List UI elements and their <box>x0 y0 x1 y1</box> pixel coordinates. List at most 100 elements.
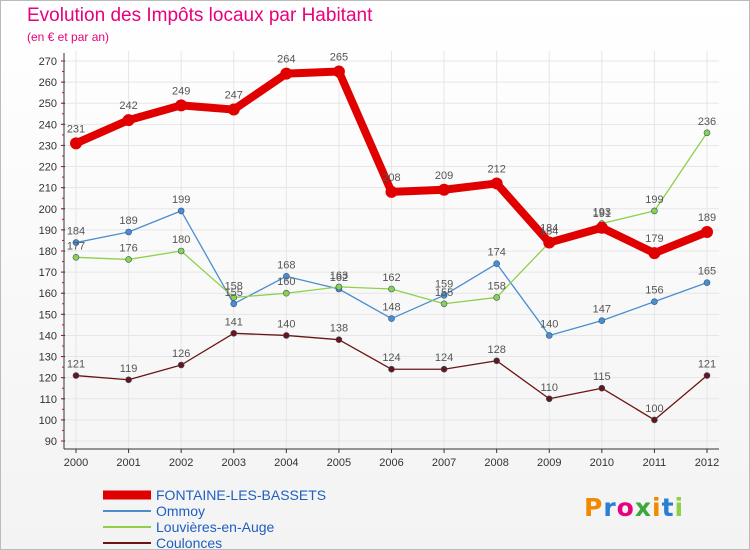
data-label: 159 <box>435 278 453 290</box>
data-point <box>440 365 448 373</box>
data-label: 141 <box>225 316 243 328</box>
series-coulonces <box>72 330 711 424</box>
y-tick-label: 210 <box>39 183 57 195</box>
logo-letter: x <box>634 493 652 522</box>
data-point <box>493 294 500 301</box>
y-tick-label: 130 <box>39 352 57 364</box>
y-tick-label: 270 <box>39 56 57 68</box>
data-point <box>438 183 451 196</box>
chart-subtitle: (en € et par an) <box>27 30 110 44</box>
data-point <box>227 103 240 116</box>
x-tick-label: 2005 <box>327 457 351 469</box>
y-tick-label: 250 <box>39 98 57 110</box>
data-label: 165 <box>698 266 716 278</box>
data-label: 265 <box>330 52 348 64</box>
data-point <box>493 357 500 365</box>
data-point <box>440 300 448 308</box>
data-point <box>703 372 711 379</box>
data-label: 184 <box>540 223 558 235</box>
data-label: 110 <box>540 382 558 394</box>
data-label: 140 <box>540 318 558 330</box>
data-point <box>648 247 661 260</box>
x-tick-label: 2000 <box>64 457 88 469</box>
data-label: 231 <box>67 123 85 135</box>
data-label: 121 <box>698 359 716 371</box>
data-label: 189 <box>119 215 137 227</box>
y-tick-label: 160 <box>39 288 57 300</box>
data-point <box>703 279 711 286</box>
logo-letter: i <box>652 493 662 522</box>
y-tick-label: 100 <box>39 415 57 427</box>
y-tick-label: 200 <box>39 204 57 216</box>
data-label: 147 <box>593 304 611 316</box>
logo-letter: t <box>661 493 675 522</box>
y-tick-label: 120 <box>39 373 57 385</box>
data-label: 155 <box>435 287 453 299</box>
data-point <box>545 332 553 339</box>
data-label: 128 <box>487 344 505 356</box>
data-point <box>177 247 185 255</box>
data-label: 236 <box>698 116 716 128</box>
logo-letter: r <box>603 493 617 522</box>
data-point <box>72 372 80 379</box>
x-tick-label: 2006 <box>379 457 403 469</box>
data-label: 121 <box>67 359 85 371</box>
data-label: 162 <box>382 272 400 284</box>
data-label: 158 <box>225 280 243 292</box>
data-label: 163 <box>330 270 348 282</box>
data-point <box>598 317 606 324</box>
chart-title: Evolution des Impôts locaux par Habitant <box>27 5 373 26</box>
data-label: 115 <box>593 371 611 383</box>
data-point <box>490 177 503 190</box>
data-point <box>651 416 658 424</box>
data-point <box>125 376 132 384</box>
x-tick-label: 2009 <box>537 457 561 469</box>
data-label: 191 <box>593 208 611 220</box>
data-point <box>175 99 188 112</box>
data-point <box>177 361 185 369</box>
data-label: 184 <box>540 226 558 238</box>
data-label: 193 <box>593 207 611 219</box>
data-label: 247 <box>225 90 243 102</box>
data-point <box>332 65 345 78</box>
y-tick-label: 90 <box>45 436 57 448</box>
data-label: 124 <box>435 352 453 364</box>
data-point <box>122 114 135 127</box>
data-point <box>70 137 82 150</box>
data-point <box>595 221 608 234</box>
data-point <box>72 254 80 261</box>
data-point <box>545 395 553 403</box>
data-point <box>388 365 395 373</box>
y-tick-label: 230 <box>39 140 57 152</box>
x-tick-label: 2010 <box>590 457 614 469</box>
data-label: 155 <box>225 287 243 299</box>
y-tick-label: 190 <box>39 225 57 237</box>
data-point <box>283 332 290 339</box>
proxiti-logo: Proxiti <box>584 493 684 522</box>
data-label: 158 <box>487 280 505 292</box>
data-point <box>230 330 238 337</box>
data-point <box>125 228 132 236</box>
data-point <box>598 384 606 392</box>
data-point <box>280 67 293 80</box>
data-point <box>335 336 343 343</box>
data-point <box>651 207 658 215</box>
data-label: 162 <box>330 272 348 284</box>
data-label: 177 <box>67 240 85 252</box>
data-label: 264 <box>277 54 295 66</box>
data-label: 179 <box>645 233 663 245</box>
data-label: 199 <box>645 194 663 206</box>
data-point <box>177 207 185 215</box>
legend-label: Ommoy <box>156 503 205 519</box>
data-point <box>388 285 395 293</box>
data-label: 174 <box>487 247 505 259</box>
data-label: 124 <box>382 352 400 364</box>
data-label: 119 <box>120 363 138 375</box>
y-tick-label: 240 <box>39 119 57 131</box>
data-label: 212 <box>487 163 505 175</box>
data-point <box>493 260 500 267</box>
data-point <box>335 283 343 291</box>
data-label: 156 <box>645 285 663 297</box>
x-tick-label: 2007 <box>432 457 456 469</box>
